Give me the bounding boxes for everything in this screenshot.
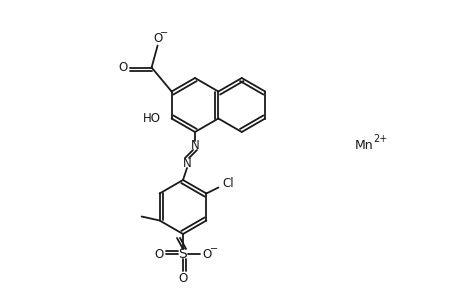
Text: S: S bbox=[178, 247, 187, 261]
Text: −: − bbox=[159, 28, 168, 38]
Text: N: N bbox=[190, 139, 199, 152]
Text: −: − bbox=[209, 244, 218, 254]
Text: HO: HO bbox=[142, 112, 160, 125]
Text: O: O bbox=[154, 248, 163, 260]
Text: Cl: Cl bbox=[222, 177, 234, 190]
Text: Mn: Mn bbox=[354, 139, 373, 152]
Text: O: O bbox=[178, 272, 187, 284]
Text: O: O bbox=[153, 32, 162, 45]
Text: O: O bbox=[202, 248, 211, 260]
Text: N: N bbox=[182, 157, 191, 169]
Text: O: O bbox=[118, 61, 127, 74]
Text: 2+: 2+ bbox=[372, 134, 386, 144]
